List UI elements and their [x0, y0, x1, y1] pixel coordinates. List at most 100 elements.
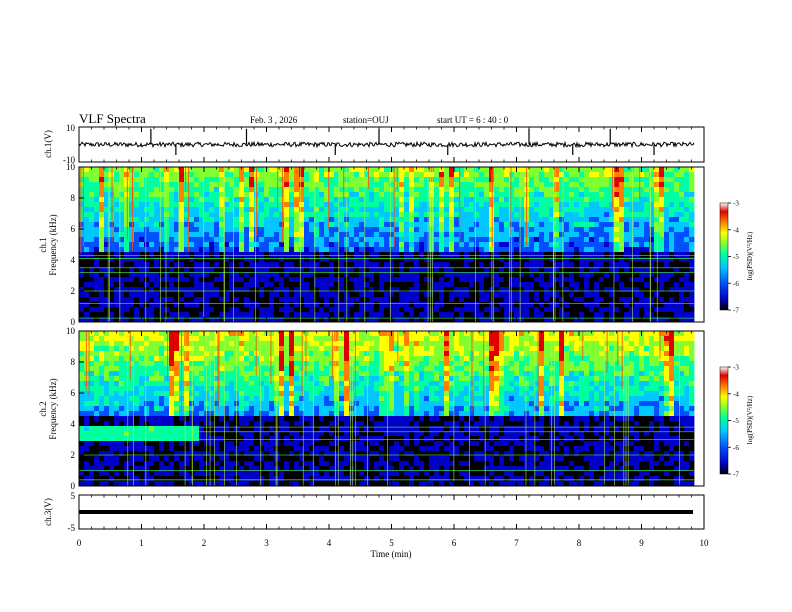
spectrogram-cell: [94, 297, 100, 303]
spectrogram-cell: [209, 282, 215, 288]
spectrogram-cell: [599, 237, 605, 243]
spectrogram-cell: [94, 242, 100, 248]
spectrogram-cell: [84, 307, 90, 313]
spectrogram-cell: [399, 302, 405, 308]
spectrogram-cell: [384, 247, 390, 253]
spectrogram-cell: [289, 202, 295, 208]
spectrogram-cell: [349, 287, 355, 293]
ch1-spectrogram-ylabel: Frequency (kHz): [48, 214, 58, 275]
spectrogram-cell: [149, 436, 155, 442]
spectrogram-cell: [94, 187, 100, 193]
spectrogram-cell: [494, 252, 500, 258]
spectrogram-cell: [249, 232, 255, 238]
spectrogram-cell: [454, 317, 460, 323]
spectrogram-cell: [169, 207, 175, 213]
spectrogram-cell: [214, 177, 220, 183]
spectrogram-cell: [239, 376, 245, 382]
spectrogram-cell: [499, 287, 505, 293]
spectrogram-cell: [244, 282, 250, 288]
spectrogram-cell: [669, 242, 675, 248]
spectrogram-cell: [79, 371, 85, 377]
spectrogram-cell: [189, 401, 195, 407]
spectrogram-cell: [104, 317, 110, 323]
spectrogram-cell: [659, 182, 665, 188]
spectrogram-cell: [469, 237, 475, 243]
spectrogram-cell: [224, 411, 230, 417]
spectrogram-cell: [594, 197, 600, 203]
spectrogram-cell: [484, 252, 490, 258]
spectrogram-cell: [154, 262, 160, 268]
spectrogram-cell: [84, 232, 90, 238]
spectrogram-cell: [399, 167, 405, 173]
spectrogram-cell: [109, 351, 115, 357]
spectrogram-cell: [244, 177, 250, 183]
spectrogram-cell: [374, 167, 380, 173]
spectrogram-cell: [209, 302, 215, 308]
spectrogram-cell: [159, 262, 165, 268]
spectrogram-cell: [374, 192, 380, 198]
spectrogram-cell: [314, 297, 320, 303]
spectrogram-cell: [104, 341, 110, 347]
spectrogram-cell: [544, 297, 550, 303]
spectrogram-cell: [549, 277, 555, 283]
spectrogram-cell: [349, 262, 355, 268]
spectrogram-cell: [614, 307, 620, 313]
spectrogram-cell: [94, 257, 100, 263]
spectrogram-cell: [129, 317, 135, 323]
spectrogram-cell: [109, 411, 115, 417]
spectrogram-cell: [544, 262, 550, 268]
spectrogram-cell: [614, 297, 620, 303]
spectrogram-cell: [504, 227, 510, 233]
spectrogram-cell: [449, 267, 455, 273]
spectrogram-cell: [159, 167, 165, 173]
spectrogram-cell: [174, 217, 180, 223]
spectrogram-cell: [619, 237, 625, 243]
spectrogram-cell: [354, 282, 360, 288]
spectrogram-cell: [519, 247, 525, 253]
spectrogram-cell: [254, 242, 260, 248]
spectrogram-cell: [669, 252, 675, 258]
spectrogram-cell: [424, 267, 430, 273]
spectrogram-cell: [644, 267, 650, 273]
spectrogram-cell: [109, 287, 115, 293]
spectrogram-cell: [89, 297, 95, 303]
spectrogram-cell: [324, 307, 330, 313]
spectrogram-cell: [679, 312, 685, 318]
spectrogram-cell: [464, 177, 470, 183]
spectrogram-cell: [684, 312, 690, 318]
spectrogram-cell: [334, 177, 340, 183]
spectrogram-cell: [264, 217, 270, 223]
spectrogram-cell: [149, 197, 155, 203]
spectrogram-cell: [104, 416, 110, 422]
spectrogram-cell: [79, 167, 85, 173]
spectrogram-cell: [519, 187, 525, 193]
spectrogram-cell: [239, 431, 245, 437]
spectrogram-cell: [474, 242, 480, 248]
spectrogram-cell: [439, 187, 445, 193]
spectrogram-cell: [394, 167, 400, 173]
spectrogram-cell: [194, 401, 200, 407]
spectrogram-cell: [144, 187, 150, 193]
spectrogram-cell: [389, 202, 395, 208]
spectrogram-cell: [174, 436, 180, 442]
spectrogram-cell: [589, 207, 595, 213]
spectrogram-cell: [209, 222, 215, 228]
spectrogram-cell: [414, 262, 420, 268]
spectrogram-cell: [259, 272, 265, 278]
spectrogram-cell: [169, 232, 175, 238]
spectrogram-cell: [304, 242, 310, 248]
spectrogram-cell: [604, 287, 610, 293]
spectrogram-cell: [114, 356, 120, 362]
spectrogram-cell: [314, 197, 320, 203]
spectrogram-cell: [79, 401, 85, 407]
spectrogram-cell: [604, 272, 610, 278]
spectrogram-cell: [134, 426, 140, 432]
spectrogram-cell: [229, 172, 235, 178]
spectrogram-cell: [164, 262, 170, 268]
spectrogram-cell: [404, 287, 410, 293]
spectrogram-cell: [559, 187, 565, 193]
spectrogram-cell: [169, 252, 175, 258]
spectrogram-cell: [139, 292, 145, 298]
spectrogram-cell: [689, 312, 695, 318]
spectrogram-cell: [589, 252, 595, 258]
